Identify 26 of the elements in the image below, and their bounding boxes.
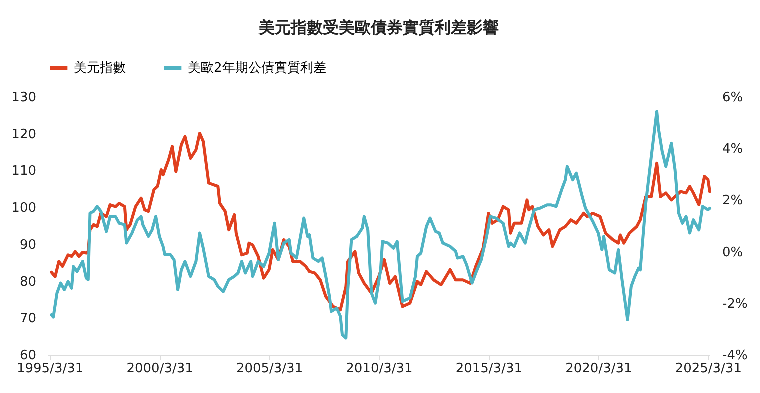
y-tick-label: 100	[12, 201, 36, 216]
y2-tick-label: 4%	[722, 142, 744, 158]
y2-tick-label: 2%	[722, 194, 744, 209]
y2-tick-label: 0%	[722, 245, 744, 260]
y2-tick-label: 6%	[722, 90, 744, 106]
line-series	[50, 132, 712, 312]
x-tick-label: 2025/3/31	[675, 362, 742, 376]
y-tick-label: 110	[12, 164, 36, 180]
y-tick-label: 120	[12, 127, 36, 142]
x-tick-label: 2000/3/31	[126, 362, 194, 376]
legend-label: 美元指數	[74, 60, 126, 76]
x-tick-label: 1995/3/31	[16, 362, 84, 376]
x-tick-label: 2010/3/31	[346, 362, 413, 376]
x-tick-label: 2005/3/31	[236, 362, 304, 376]
y-tick-label: 70	[20, 312, 36, 327]
y-tick-label: 90	[20, 238, 36, 253]
legend-label: 美歐2年期公債實質利差	[188, 60, 326, 76]
y-tick-label: 130	[12, 90, 36, 106]
chart-title: 美元指數受美歐債券實質利差影響	[258, 18, 499, 37]
x-tick-label: 2020/3/31	[566, 362, 632, 376]
y-tick-label: 60	[20, 348, 36, 364]
y-tick-label: 80	[20, 274, 36, 290]
line-series	[50, 110, 712, 340]
y2-tick-label: -2%	[722, 296, 748, 312]
y2-tick-label: -4%	[722, 348, 748, 364]
x-tick-label: 2015/3/31	[456, 362, 523, 376]
